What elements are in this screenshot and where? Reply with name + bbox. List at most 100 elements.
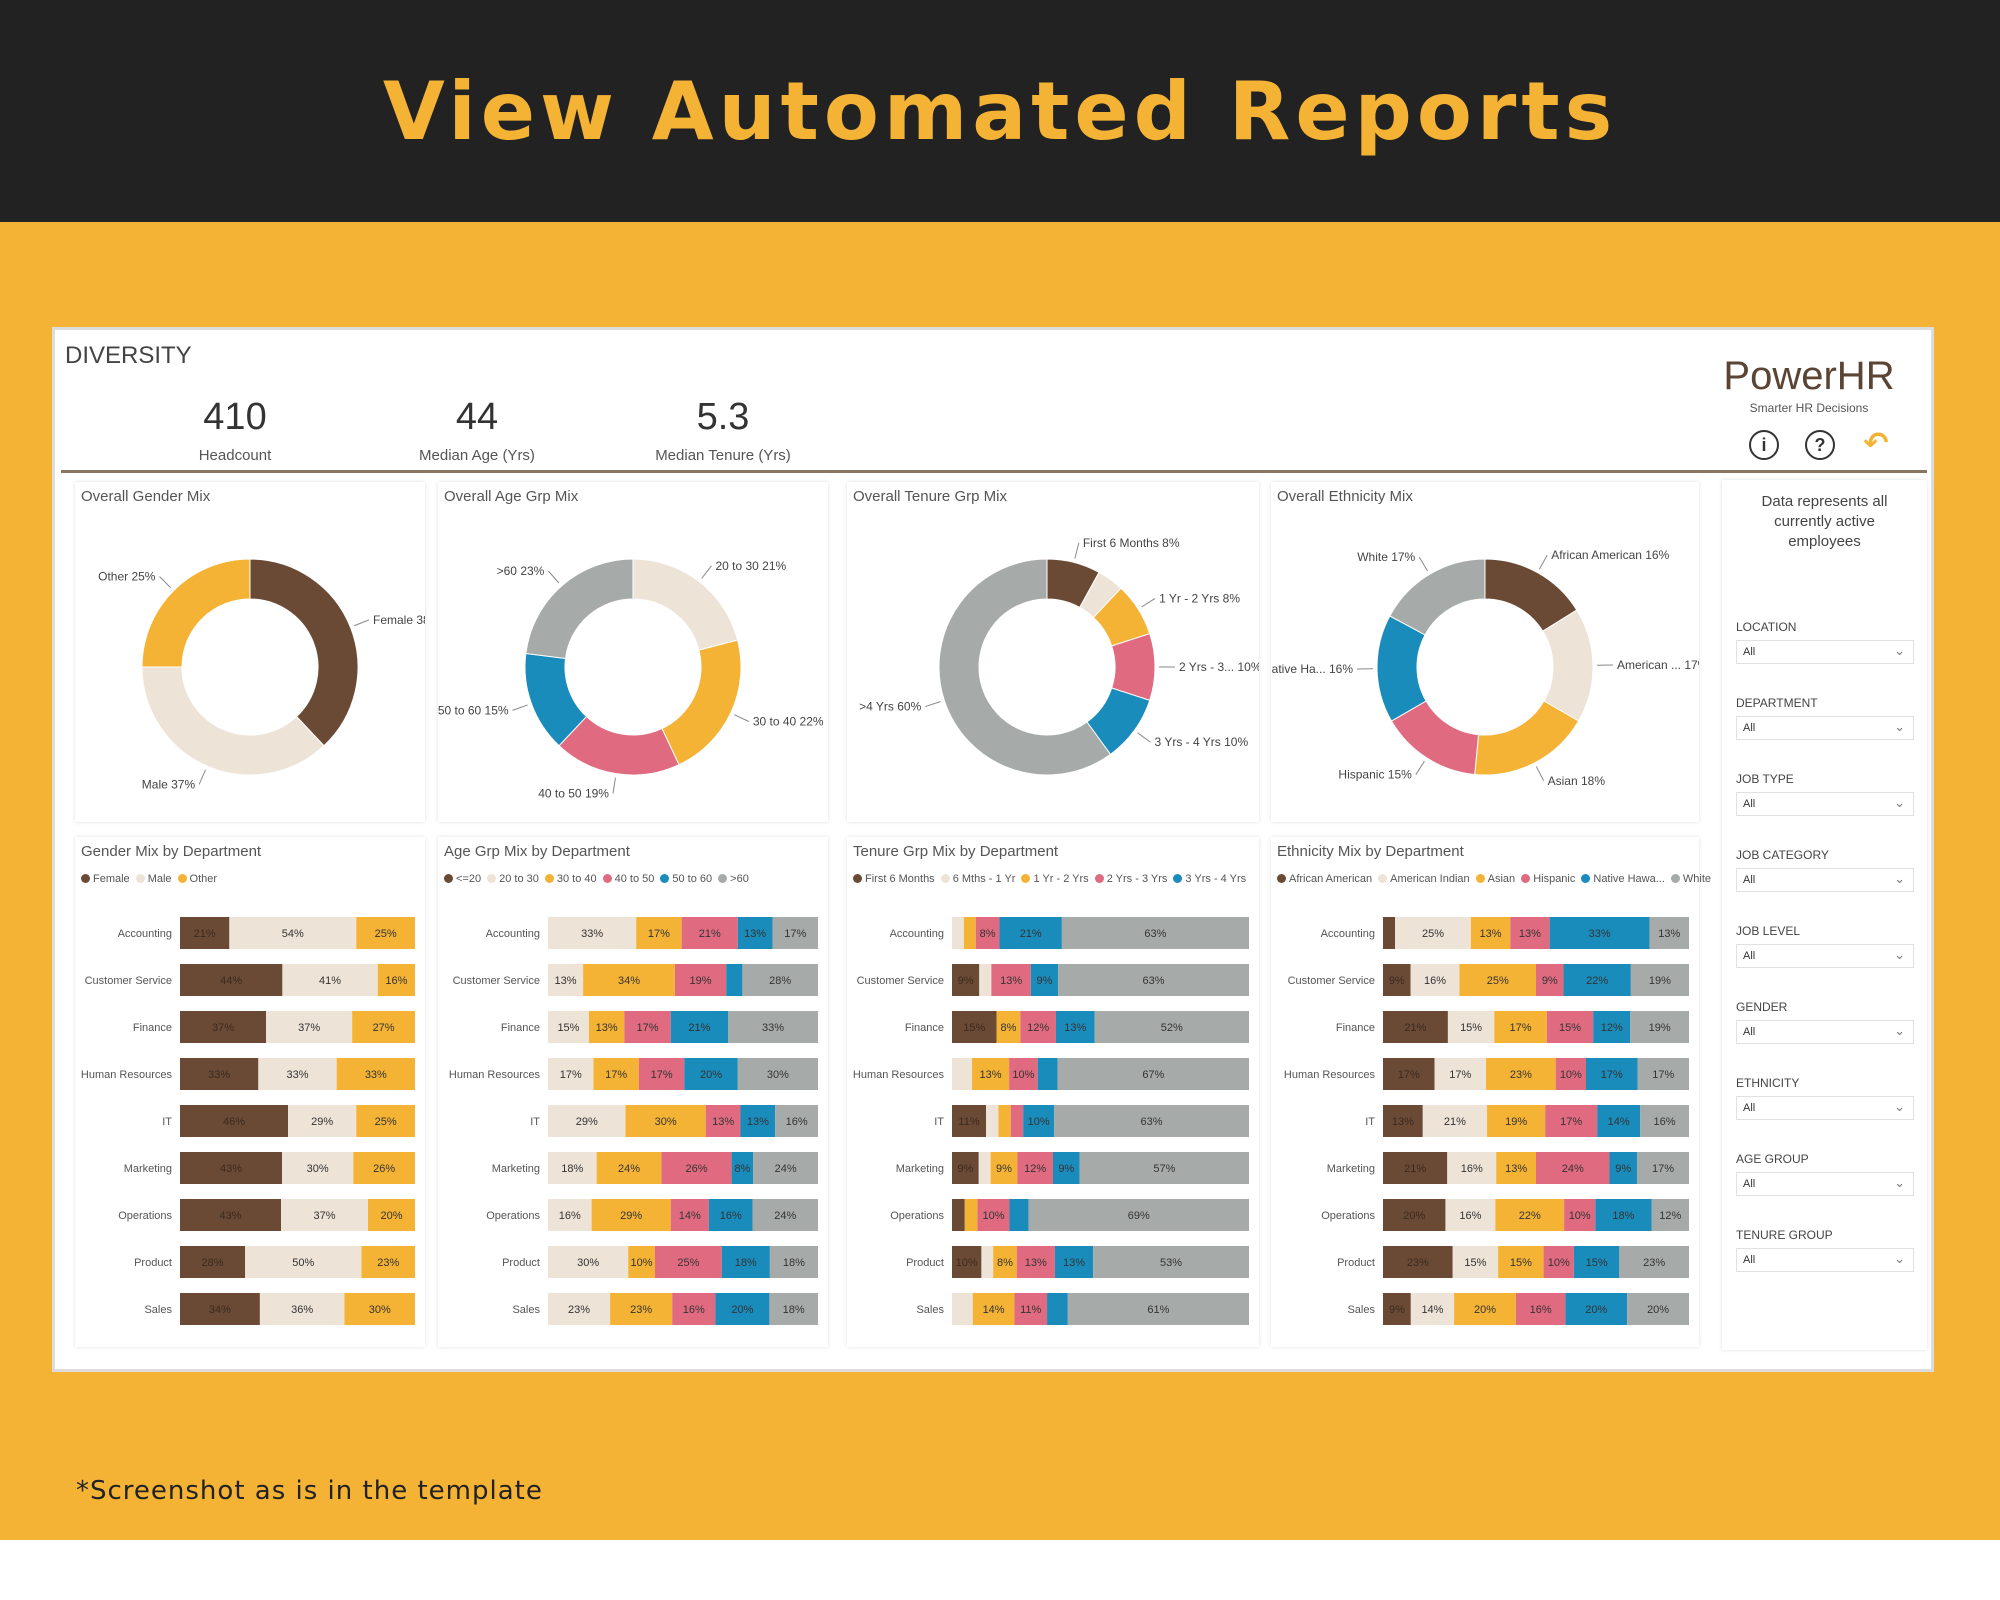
bar-segment[interactable] xyxy=(1383,1199,1446,1231)
bar-segment[interactable] xyxy=(1630,964,1689,996)
bar-segment[interactable] xyxy=(731,1152,754,1184)
bar-segment[interactable] xyxy=(548,1246,629,1278)
bar-segment[interactable] xyxy=(975,917,1000,949)
bar-segment[interactable] xyxy=(769,1293,818,1325)
donut-slice[interactable] xyxy=(1474,700,1580,776)
bar-segment[interactable] xyxy=(672,1293,716,1325)
bar-segment[interactable] xyxy=(1383,1152,1448,1184)
bar-segment[interactable] xyxy=(1555,1058,1586,1090)
bar-segment[interactable] xyxy=(684,1058,738,1090)
donut-slice[interactable] xyxy=(661,639,742,766)
legend-item[interactable]: 2 Yrs - 3 Yrs xyxy=(1094,873,1167,885)
bar-segment[interactable] xyxy=(1009,1058,1038,1090)
bar-segment[interactable] xyxy=(1016,1246,1055,1278)
bar-segment[interactable] xyxy=(624,1011,671,1043)
bar-segment[interactable] xyxy=(952,1199,965,1231)
bar-segment[interactable] xyxy=(1014,1293,1048,1325)
legend-item[interactable]: 50 to 60 xyxy=(660,873,712,885)
bar-segment[interactable] xyxy=(180,1011,267,1043)
bar-segment[interactable] xyxy=(1020,1011,1056,1043)
bar-segment[interactable] xyxy=(259,1293,345,1325)
bar-segment[interactable] xyxy=(1546,1011,1594,1043)
filter-dropdown[interactable]: All ⌄ xyxy=(1736,716,1914,740)
bar-segment[interactable] xyxy=(977,1199,1010,1231)
bar-segment[interactable] xyxy=(728,1011,818,1043)
bar-segment[interactable] xyxy=(352,1011,415,1043)
bar-segment[interactable] xyxy=(1649,917,1689,949)
filter-dropdown[interactable]: All ⌄ xyxy=(1736,640,1914,664)
undo-icon[interactable]: ↶ xyxy=(1863,427,1889,460)
bar-segment[interactable] xyxy=(1510,917,1550,949)
bar-segment[interactable] xyxy=(1585,1058,1638,1090)
bar-segment[interactable] xyxy=(999,917,1062,949)
bar-segment[interactable] xyxy=(282,964,378,996)
legend-item[interactable]: >60 xyxy=(718,873,749,885)
bar-segment[interactable] xyxy=(377,964,415,996)
bar-segment[interactable] xyxy=(1383,1058,1435,1090)
bar-segment[interactable] xyxy=(1454,1293,1516,1325)
donut-slice[interactable] xyxy=(141,666,325,776)
bar-segment[interactable] xyxy=(952,1011,997,1043)
bar-segment[interactable] xyxy=(1459,964,1537,996)
bar-segment[interactable] xyxy=(963,917,976,949)
bar-segment[interactable] xyxy=(654,1246,722,1278)
legend-item[interactable]: American Indian xyxy=(1378,873,1470,885)
legend-item[interactable]: 30 to 40 xyxy=(544,873,597,885)
bar-segment[interactable] xyxy=(952,1246,982,1278)
bar-segment[interactable] xyxy=(1545,1105,1598,1137)
legend-item[interactable]: 3 Yrs - 4 Yrs xyxy=(1173,873,1246,885)
bar-segment[interactable] xyxy=(180,1105,289,1137)
legend-item[interactable]: 20 to 30 xyxy=(487,873,539,885)
legend-item[interactable]: Hispanic xyxy=(1521,873,1575,885)
bar-segment[interactable] xyxy=(180,1199,282,1231)
bar-segment[interactable] xyxy=(1058,964,1249,996)
bar-segment[interactable] xyxy=(1640,1105,1689,1137)
bar-segment[interactable] xyxy=(991,964,1031,996)
filter-dropdown[interactable]: All ⌄ xyxy=(1736,1020,1914,1044)
bar-segment[interactable] xyxy=(596,1152,662,1184)
bar-segment[interactable] xyxy=(775,1105,818,1137)
bar-segment[interactable] xyxy=(636,917,682,949)
bar-segment[interactable] xyxy=(1055,1011,1095,1043)
bar-segment[interactable] xyxy=(1549,917,1650,949)
bar-segment[interactable] xyxy=(1067,1293,1249,1325)
bar-segment[interactable] xyxy=(180,1058,259,1090)
bar-segment[interactable] xyxy=(998,1105,1011,1137)
legend-item[interactable]: Native Hawa... xyxy=(1581,873,1665,885)
bar-segment[interactable] xyxy=(1383,1246,1453,1278)
bar-segment[interactable] xyxy=(952,1058,972,1090)
donut-slice[interactable] xyxy=(141,558,251,668)
filter-dropdown[interactable]: All ⌄ xyxy=(1736,1248,1914,1272)
legend-item[interactable]: 6 Mths - 1 Yr xyxy=(940,873,1015,885)
bar-segment[interactable] xyxy=(1536,964,1564,996)
bar-segment[interactable] xyxy=(708,1199,753,1231)
legend-item[interactable]: White xyxy=(1670,873,1711,885)
bar-segment[interactable] xyxy=(737,1058,818,1090)
bar-segment[interactable] xyxy=(180,964,283,996)
legend-item[interactable]: Male xyxy=(135,873,172,885)
bar-segment[interactable] xyxy=(1636,1152,1689,1184)
bar-segment[interactable] xyxy=(1410,1293,1455,1325)
filter-dropdown[interactable]: All ⌄ xyxy=(1736,868,1914,892)
bar-segment[interactable] xyxy=(548,964,584,996)
bar-segment[interactable] xyxy=(1410,964,1460,996)
donut-slice[interactable] xyxy=(1389,558,1486,636)
bar-segment[interactable] xyxy=(180,1152,283,1184)
bar-segment[interactable] xyxy=(1057,1058,1249,1090)
bar-segment[interactable] xyxy=(593,1058,639,1090)
bar-segment[interactable] xyxy=(180,1293,260,1325)
bar-segment[interactable] xyxy=(625,1105,706,1137)
bar-segment[interactable] xyxy=(670,1011,728,1043)
bar-segment[interactable] xyxy=(1010,1105,1024,1137)
bar-segment[interactable] xyxy=(180,1246,246,1278)
bar-segment[interactable] xyxy=(1383,1011,1448,1043)
filter-dropdown[interactable]: All ⌄ xyxy=(1736,1096,1914,1120)
bar-segment[interactable] xyxy=(1565,1293,1628,1325)
bar-segment[interactable] xyxy=(952,964,980,996)
bar-segment[interactable] xyxy=(1452,1246,1499,1278)
bar-segment[interactable] xyxy=(1030,964,1059,996)
bar-segment[interactable] xyxy=(705,1105,741,1137)
bar-segment[interactable] xyxy=(282,1152,354,1184)
filter-dropdown[interactable]: All ⌄ xyxy=(1736,792,1914,816)
donut-slice[interactable] xyxy=(249,558,359,747)
